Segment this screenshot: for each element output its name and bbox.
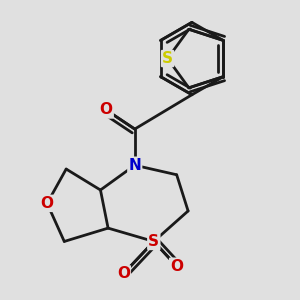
- Text: O: O: [117, 266, 130, 281]
- Text: O: O: [170, 259, 183, 274]
- Text: S: S: [148, 234, 159, 249]
- Text: O: O: [100, 103, 113, 118]
- Text: O: O: [40, 196, 54, 211]
- Text: N: N: [128, 158, 141, 173]
- Text: S: S: [162, 51, 173, 66]
